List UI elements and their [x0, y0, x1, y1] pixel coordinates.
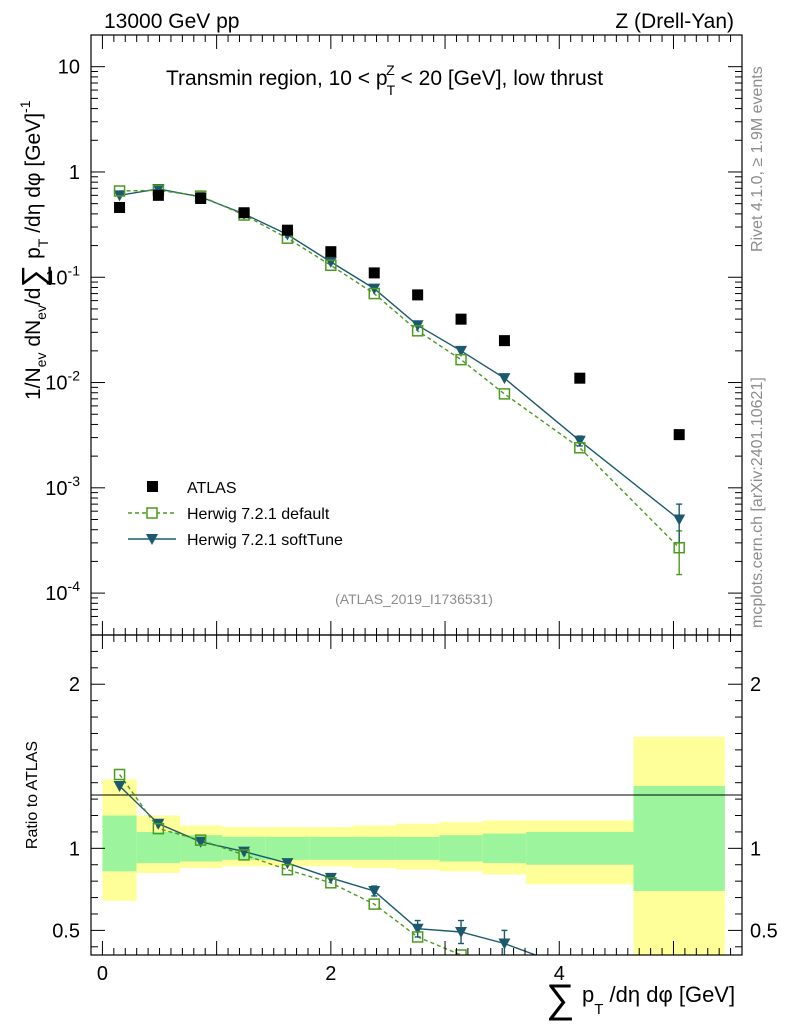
- ratio-band-inner: [439, 835, 483, 862]
- main-ytick-label: 1: [69, 162, 80, 184]
- ratio-xtick-label: 2: [325, 963, 336, 985]
- atlas-point: [673, 429, 685, 441]
- main-plot: 10 1 10-1 10-2 10-3 10-4 Transmin region, 10 …: [15, 34, 743, 636]
- atlas-point: [574, 372, 586, 384]
- ratio-softtune-point: [411, 923, 424, 935]
- ratio-softtune-point: [574, 966, 586, 977]
- watermark: (ATLAS_2019_I1736531): [335, 591, 493, 607]
- rivet-label: Rivet 4.1.0, ≥ 1.9M events: [749, 66, 766, 252]
- softtune-point: [455, 345, 468, 357]
- ratio-plot: 0.5 0.5 1 1 2 2 0 2 4 Ratio to ATLAS ∑ pT /dη dφ…: [24, 634, 778, 1021]
- ratio-band-inner: [352, 836, 396, 860]
- atlas-point: [152, 189, 164, 201]
- main-title-b: < 20 [GeV], low thrust: [395, 67, 604, 90]
- ratio-default-point: [368, 898, 380, 910]
- ratio-band-inner: [526, 831, 634, 865]
- mcplots-label: mcplots.cern.ch [arXiv:2401.10621]: [749, 377, 766, 628]
- atlas-point: [455, 313, 467, 325]
- default-point: [113, 185, 126, 197]
- default-point: [411, 325, 424, 337]
- ratio-default-point: [325, 877, 337, 889]
- atlas-point: [412, 289, 424, 301]
- main-ytick-label: 10-1: [45, 262, 80, 289]
- softtune-point: [498, 373, 511, 385]
- ratio-band-inner: [633, 785, 725, 891]
- ratio-default-line: [119, 774, 464, 955]
- main-title-a: Transmin region, 10 < p: [166, 67, 388, 90]
- ratio-ytick-label-right: 0.5: [750, 920, 778, 942]
- main-ytick-label: 10: [58, 57, 80, 79]
- default-point: [498, 388, 511, 400]
- legend-label-default: Herwig 7.2.1 default: [187, 506, 330, 523]
- softtune-point: [673, 514, 686, 526]
- ratio-band-inner: [309, 836, 353, 860]
- ratio-ylabel: Ratio to ATLAS: [24, 741, 41, 849]
- ratio-default-point: [499, 963, 509, 973]
- header-right: Z (Drell-Yan): [615, 10, 734, 33]
- atlas-point: [238, 207, 250, 219]
- atlas-point: [325, 246, 337, 258]
- svg-text:∑: ∑: [546, 977, 575, 1021]
- ratio-band-inner: [102, 815, 137, 872]
- default-point: [455, 353, 467, 366]
- legend-label-softtune: Herwig 7.2.1 softTune: [187, 532, 343, 549]
- default-point: [368, 287, 380, 300]
- ratio-softtune-point: [455, 927, 468, 939]
- header-left: 13000 GeV pp: [104, 10, 239, 33]
- ratio-band-inner: [136, 831, 181, 864]
- ratio-ytick-label-left: 2: [69, 674, 80, 696]
- legend-marker-softtune: [146, 534, 158, 545]
- default-point: [574, 442, 586, 454]
- ratio-ytick-label-right: 2: [750, 674, 761, 696]
- main-ytick-label: 10-2: [45, 368, 80, 395]
- ratio-ytick-label-right: 1: [750, 838, 761, 860]
- softtune-point: [573, 435, 586, 447]
- ratio-softtune-point: [113, 780, 126, 792]
- main-title: Transmin region, 10 < pTZ < 20 [GeV], lo…: [166, 62, 603, 98]
- ratio-default-point: [152, 822, 165, 835]
- ratio-softtune-line: [119, 785, 538, 955]
- ratio-band-inner: [395, 836, 440, 860]
- legend: ATLAS Herwig 7.2.1 default Herwig 7.2.1 …: [128, 480, 343, 549]
- ratio-ytick-label-left: 0.5: [52, 920, 80, 942]
- atlas-point: [114, 201, 126, 213]
- softtune-line: [119, 188, 680, 521]
- ratio-softtune-point: [194, 836, 207, 848]
- legend-marker-default: [146, 507, 158, 519]
- default-point: [673, 541, 685, 554]
- ratio-frame: [90, 634, 743, 956]
- ratio-default-point: [113, 768, 126, 781]
- svg-text:1/Nev dNev/d∑ pT /dη dφ [GeV]: 1/Nev dNev/d∑ pT /dη dφ [GeV]-1: [15, 100, 51, 400]
- ratio-softtune-point: [498, 938, 511, 950]
- atlas-point: [498, 335, 510, 347]
- legend-label-atlas: ATLAS: [187, 480, 237, 497]
- atlas-point: [281, 224, 293, 236]
- ratio-default-point: [238, 849, 250, 861]
- main-title-sub: T: [387, 82, 396, 98]
- ratio-default-point: [281, 863, 294, 876]
- ratio-softtune-point: [368, 886, 381, 897]
- ratio-xlabel: ∑ pT /dη dφ [GeV]: [546, 977, 735, 1021]
- main-ylabel: 1/Nev dNev/d∑ pT /dη dφ [GeV]-1: [15, 100, 51, 400]
- ratio-default-point: [411, 931, 424, 943]
- ratio-default-point: [194, 834, 207, 846]
- svg-text:pT /dη dφ [GeV]: pT /dη dφ [GeV]: [582, 982, 735, 1018]
- default-line: [119, 189, 680, 549]
- ratio-default-point: [455, 949, 467, 955]
- atlas-point: [195, 192, 207, 204]
- ratio-band-inner: [265, 836, 310, 860]
- atlas-point: [368, 267, 380, 279]
- ratio-softtune-point: [281, 858, 294, 870]
- ratio-ytick-label-left: 1: [69, 838, 80, 860]
- ratio-band-inner: [482, 833, 527, 864]
- softtune-point: [152, 183, 165, 195]
- legend-marker-atlas: [147, 481, 158, 492]
- ratio-xtick-label: 0: [97, 963, 108, 985]
- default-point: [325, 259, 337, 272]
- ratio-xtick-label: 4: [554, 963, 565, 985]
- main-ytick-label: 10-4: [45, 578, 80, 605]
- main-ytick-label: 10-3: [45, 473, 80, 500]
- main-title-sup: Z: [386, 62, 395, 78]
